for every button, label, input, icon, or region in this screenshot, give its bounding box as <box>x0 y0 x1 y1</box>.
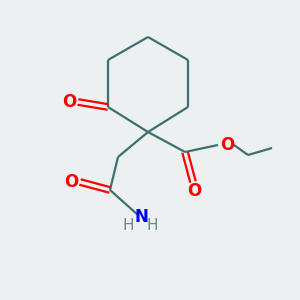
Text: O: O <box>62 93 76 111</box>
Text: O: O <box>64 173 78 191</box>
Text: H: H <box>146 218 158 232</box>
Text: N: N <box>134 208 148 226</box>
Text: H: H <box>122 218 134 232</box>
Text: O: O <box>220 136 234 154</box>
Text: O: O <box>187 182 201 200</box>
